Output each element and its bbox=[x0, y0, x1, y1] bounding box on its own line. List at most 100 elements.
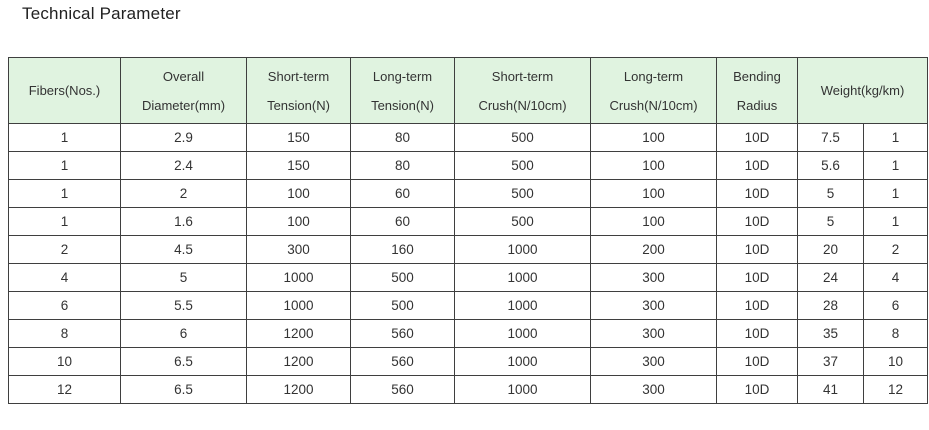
table-cell: 8 bbox=[8, 319, 121, 348]
table-cell: 500 bbox=[454, 207, 591, 236]
column-header: Long-term Tension(N) bbox=[350, 57, 455, 124]
table-cell: 1.6 bbox=[120, 207, 247, 236]
table-cell: 2 bbox=[120, 179, 247, 208]
table-row: 8 6 1200 560 1000 300 10D 35 8 bbox=[8, 319, 928, 348]
table-cell: 5 bbox=[797, 207, 864, 236]
table-cell: 5 bbox=[120, 263, 247, 292]
table-cell: 80 bbox=[350, 151, 455, 180]
table-cell: 300 bbox=[590, 291, 717, 320]
column-header: Overall Diameter(mm) bbox=[120, 57, 247, 124]
column-header: Short-term Tension(N) bbox=[246, 57, 351, 124]
page-title: Technical Parameter bbox=[22, 4, 181, 23]
table-cell: 10D bbox=[716, 319, 798, 348]
table-cell: 28 bbox=[797, 291, 864, 320]
column-header: Fibers(Nos.) bbox=[8, 57, 121, 124]
table-header: Fibers(Nos.) Overall Diameter(mm) Short-ter… bbox=[8, 57, 928, 124]
table-cell: 160 bbox=[350, 235, 455, 264]
table-cell: 1 bbox=[863, 207, 928, 236]
table-cell: 5.5 bbox=[120, 291, 247, 320]
table-cell: 2 bbox=[863, 235, 928, 264]
table-cell: 5 bbox=[797, 179, 864, 208]
column-header: Long-term Crush(N/10cm) bbox=[590, 57, 717, 124]
table-cell: 1200 bbox=[246, 347, 351, 376]
table-cell: 60 bbox=[350, 179, 455, 208]
table-cell: 100 bbox=[246, 179, 351, 208]
table-cell: 300 bbox=[246, 235, 351, 264]
table-cell: 2.9 bbox=[120, 123, 247, 152]
table-cell: 1 bbox=[8, 123, 121, 152]
header-row: Fibers(Nos.) Overall Diameter(mm) Short-ter… bbox=[8, 57, 928, 124]
table-cell: 10D bbox=[716, 291, 798, 320]
table-cell: 500 bbox=[454, 151, 591, 180]
table-cell: 24 bbox=[797, 263, 864, 292]
table-cell: 1000 bbox=[246, 291, 351, 320]
table-cell: 150 bbox=[246, 151, 351, 180]
table-cell: 200 bbox=[590, 235, 717, 264]
table-row: 10 6.5 1200 560 1000 300 10D 37 10 bbox=[8, 347, 928, 376]
table-cell: 4 bbox=[863, 263, 928, 292]
table-cell: 60 bbox=[350, 207, 455, 236]
table-body: 1 2.9 150 80 500 100 10D 7.5 1 1 2.4 150 80 500 100 10D… bbox=[8, 123, 928, 404]
table-cell: 1000 bbox=[246, 263, 351, 292]
table-cell: 10D bbox=[716, 207, 798, 236]
table-cell: 10D bbox=[716, 347, 798, 376]
table-cell: 20 bbox=[797, 235, 864, 264]
table-cell: 2.4 bbox=[120, 151, 247, 180]
table-cell: 35 bbox=[797, 319, 864, 348]
table-row: 6 5.5 1000 500 1000 300 10D 28 6 bbox=[8, 291, 928, 320]
table-cell: 100 bbox=[590, 151, 717, 180]
table-cell: 300 bbox=[590, 319, 717, 348]
table-cell: 1 bbox=[863, 123, 928, 152]
table-row: 1 2.4 150 80 500 100 10D 5.6 1 bbox=[8, 151, 928, 180]
table-row: 12 6.5 1200 560 1000 300 10D 41 12 bbox=[8, 375, 928, 404]
table-cell: 8 bbox=[863, 319, 928, 348]
table-cell: 10D bbox=[716, 123, 798, 152]
table-row: 4 5 1000 500 1000 300 10D 24 4 bbox=[8, 263, 928, 292]
table-cell: 100 bbox=[246, 207, 351, 236]
table-cell: 10D bbox=[716, 179, 798, 208]
table-cell: 4 bbox=[8, 263, 121, 292]
table-cell: 560 bbox=[350, 347, 455, 376]
table-cell: 100 bbox=[590, 179, 717, 208]
table-cell: 1000 bbox=[454, 235, 591, 264]
table-cell: 1 bbox=[863, 151, 928, 180]
table-cell: 560 bbox=[350, 319, 455, 348]
table-cell: 100 bbox=[590, 207, 717, 236]
table-cell: 1 bbox=[863, 179, 928, 208]
table-cell: 4.5 bbox=[120, 235, 247, 264]
table-cell: 300 bbox=[590, 347, 717, 376]
table-cell: 6 bbox=[863, 291, 928, 320]
table-cell: 1000 bbox=[454, 347, 591, 376]
table-cell: 10 bbox=[8, 347, 121, 376]
table-cell: 1 bbox=[8, 151, 121, 180]
table-cell: 500 bbox=[350, 263, 455, 292]
table-cell: 6 bbox=[8, 291, 121, 320]
table-cell: 10 bbox=[863, 347, 928, 376]
table-cell: 41 bbox=[797, 375, 864, 404]
table-cell: 1000 bbox=[454, 319, 591, 348]
table-cell: 1 bbox=[8, 179, 121, 208]
table-cell: 10D bbox=[716, 263, 798, 292]
table-cell: 560 bbox=[350, 375, 455, 404]
table-cell: 10D bbox=[716, 235, 798, 264]
table-cell: 10D bbox=[716, 375, 798, 404]
table-cell: 300 bbox=[590, 263, 717, 292]
table-cell: 1 bbox=[8, 207, 121, 236]
table-cell: 1200 bbox=[246, 375, 351, 404]
table-cell: 6 bbox=[120, 319, 247, 348]
table-cell: 1200 bbox=[246, 319, 351, 348]
table-cell: 500 bbox=[454, 179, 591, 208]
table-cell: 1000 bbox=[454, 263, 591, 292]
technical-parameter-table: Fibers(Nos.) Overall Diameter(mm) Short-ter… bbox=[8, 57, 928, 404]
table-cell: 7.5 bbox=[797, 123, 864, 152]
table-cell: 300 bbox=[590, 375, 717, 404]
table-row: 1 2 100 60 500 100 10D 5 1 bbox=[8, 179, 928, 208]
table-cell: 80 bbox=[350, 123, 455, 152]
table-cell: 500 bbox=[454, 123, 591, 152]
table-cell: 150 bbox=[246, 123, 351, 152]
table-row: 1 2.9 150 80 500 100 10D 7.5 1 bbox=[8, 123, 928, 152]
table-cell: 2 bbox=[8, 235, 121, 264]
table-cell: 12 bbox=[863, 375, 928, 404]
table-cell: 5.6 bbox=[797, 151, 864, 180]
